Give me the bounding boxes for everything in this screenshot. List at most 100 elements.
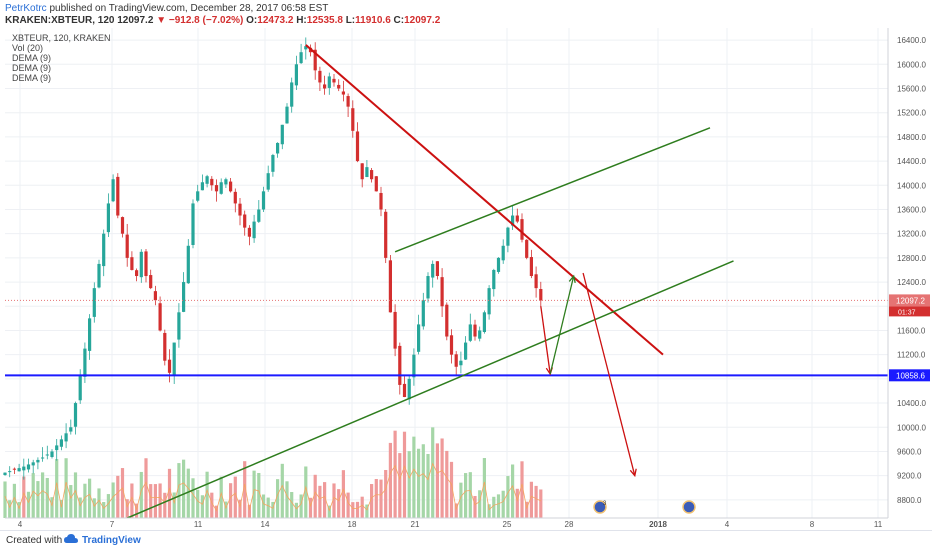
volume-bar: [41, 472, 45, 518]
candle-body: [435, 261, 439, 277]
candle-body: [139, 251, 143, 278]
volume-bar: [210, 492, 214, 518]
y-tick-label: 11200.0: [897, 351, 926, 360]
candle-body: [370, 170, 374, 180]
event-icon[interactable]: [593, 500, 607, 514]
volume-bar: [421, 444, 425, 518]
svg-text:3: 3: [603, 501, 607, 507]
support-price-badge-label: 10858.6: [896, 371, 925, 380]
arrow-down-2: [582, 272, 636, 476]
y-tick-label: 8800.0: [897, 496, 922, 505]
candle-body: [210, 178, 214, 186]
volume-bar: [501, 490, 505, 518]
volume-bar: [360, 496, 364, 518]
volume-bar: [379, 479, 383, 518]
candle-body: [492, 269, 496, 290]
y-tick-label: 14000.0: [897, 181, 926, 190]
volume-bar: [515, 488, 519, 518]
legend-dema-2[interactable]: DEMA (9): [12, 63, 52, 73]
volume-bar: [83, 483, 87, 518]
candle-body: [327, 76, 331, 88]
volume-bar: [351, 502, 355, 518]
volume-bar: [200, 495, 204, 518]
legend-dema-3[interactable]: DEMA (9): [12, 73, 52, 83]
candles: [3, 37, 543, 480]
candle-body: [238, 203, 242, 216]
candle-body: [393, 311, 397, 349]
candle-body: [280, 124, 284, 145]
candle-body: [247, 227, 251, 237]
volume-bar: [205, 471, 209, 518]
candle-body: [468, 324, 472, 341]
x-tick-label: 28: [565, 520, 574, 529]
price-badges: 12097.2 01:37 10858.6: [889, 294, 930, 382]
volume-bar: [520, 461, 524, 518]
candle-body: [229, 181, 233, 192]
volume-bar: [224, 501, 228, 518]
candle-body: [130, 257, 134, 270]
volume-bar: [22, 476, 26, 518]
author-link[interactable]: PetrKotrc: [5, 3, 47, 14]
volume-bar: [308, 497, 313, 518]
candle-body: [417, 324, 421, 352]
volume-bar: [172, 492, 176, 518]
volume-ma-line: [4, 462, 541, 512]
volume-bar: [153, 484, 157, 518]
candle-body: [214, 185, 219, 192]
volume-bar: [506, 476, 510, 518]
tradingview-brand[interactable]: TradingView: [82, 535, 141, 546]
event-icon[interactable]: [682, 500, 696, 514]
chart-legend: XBTEUR, 120, KRAKEN Vol (20) DEMA (9) DE…: [12, 33, 111, 83]
volume-bar: [144, 458, 148, 518]
volume-bar: [431, 427, 435, 518]
volume-bar: [445, 450, 449, 518]
volume-bar: [31, 473, 35, 518]
candle-body: [294, 64, 298, 86]
candle-body: [313, 49, 317, 71]
candle-body: [478, 330, 482, 339]
candle-body: [69, 427, 73, 432]
candle-body: [496, 257, 501, 272]
price-axis[interactable]: [888, 28, 932, 518]
volume-bar: [482, 458, 486, 518]
time-axis[interactable]: [5, 518, 888, 530]
volume-bar: [186, 468, 190, 518]
volume-bar: [69, 485, 73, 518]
high-value: 12535.8: [306, 15, 343, 26]
volume-bar: [247, 504, 251, 518]
candle-body: [464, 342, 468, 360]
candle-body: [102, 233, 106, 267]
candle-body: [360, 163, 364, 180]
y-tick-label: 16400.0: [897, 36, 926, 45]
candle-body: [88, 318, 92, 351]
candle-body: [224, 179, 228, 185]
candle-body: [78, 375, 82, 401]
volume-bar: [120, 468, 125, 518]
volume-bar: [276, 479, 280, 518]
candle-body: [539, 289, 543, 301]
y-tick-label: 13600.0: [897, 205, 926, 214]
volume-bars: [3, 427, 543, 518]
volume-bar: [97, 488, 101, 518]
y-tick-label: 16000.0: [897, 60, 926, 69]
volume-bar: [511, 464, 515, 518]
volume-bar: [529, 481, 533, 518]
candle-body: [529, 257, 533, 277]
volume-bar: [454, 503, 458, 518]
candle-body: [36, 459, 40, 463]
legend-dema-1[interactable]: DEMA (9): [12, 53, 52, 63]
candle-body: [120, 217, 125, 234]
candle-body: [365, 167, 369, 178]
low-value: 11910.6: [355, 15, 391, 26]
volume-bar: [111, 482, 115, 518]
countdown-badge: [889, 306, 930, 317]
x-tick-label: 4: [18, 520, 23, 529]
x-tick-label: 21: [411, 520, 420, 529]
candle-body: [482, 312, 486, 333]
x-tick-label: 25: [503, 520, 512, 529]
candle-body: [116, 176, 120, 216]
candle-body: [144, 251, 148, 277]
plot-area: [5, 28, 888, 518]
legend-volume[interactable]: Vol (20): [12, 43, 44, 53]
